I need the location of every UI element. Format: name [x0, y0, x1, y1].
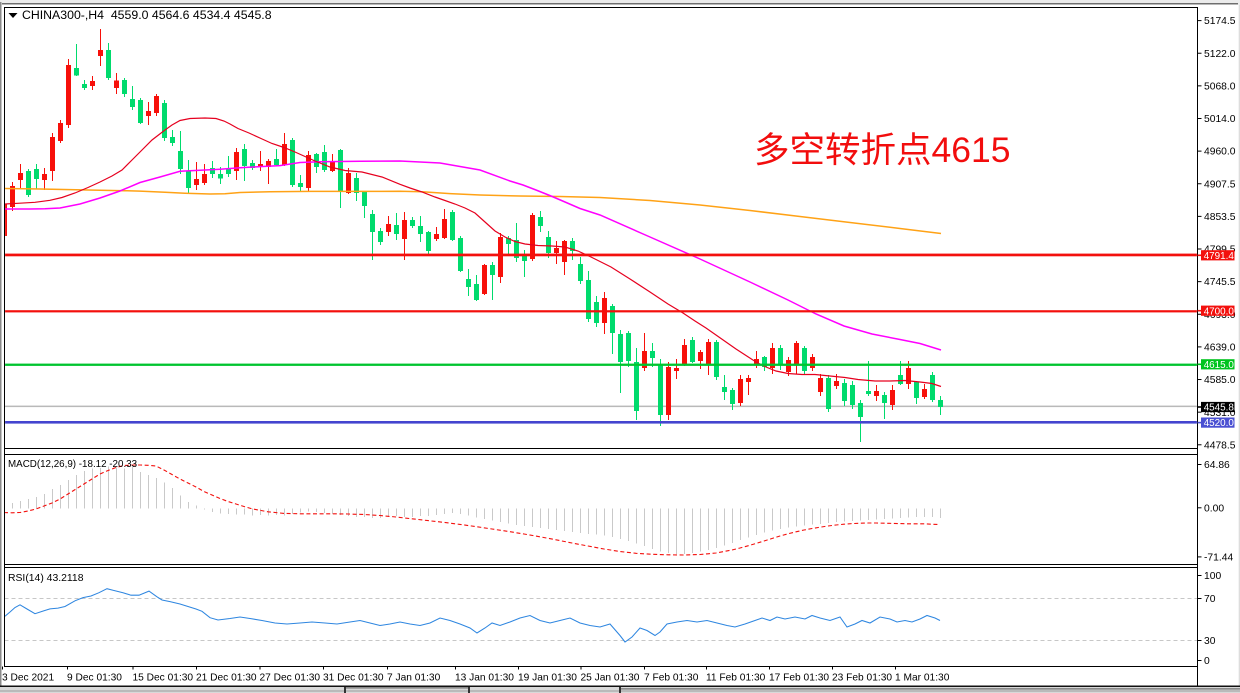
svg-text:4745.5: 4745.5 — [1204, 277, 1236, 288]
svg-text:5068.0: 5068.0 — [1204, 81, 1236, 92]
svg-text:4615.0: 4615.0 — [1204, 360, 1235, 371]
svg-text:4545.8: 4545.8 — [1204, 403, 1235, 414]
svg-text:MACD(12,26,9) -18.12 -20.33: MACD(12,26,9) -18.12 -20.33 — [8, 459, 138, 470]
svg-text:5174.5: 5174.5 — [1204, 16, 1236, 27]
svg-text:CHINA300-,H4 4559.0 4564.6 45: CHINA300-,H4 4559.0 4564.6 4534.4 4545.8 — [22, 8, 272, 22]
svg-text:27 Dec 01:30: 27 Dec 01:30 — [260, 673, 321, 684]
svg-text:9 Dec 01:30: 9 Dec 01:30 — [67, 673, 122, 684]
svg-text:4853.5: 4853.5 — [1204, 212, 1236, 223]
svg-text:11 Feb 01:30: 11 Feb 01:30 — [706, 673, 766, 684]
svg-text:4907.5: 4907.5 — [1204, 179, 1236, 190]
svg-text:3 Dec 2021: 3 Dec 2021 — [2, 673, 54, 684]
svg-text:RSI(14) 43.2118: RSI(14) 43.2118 — [8, 573, 84, 584]
svg-text:25 Jan 01:30: 25 Jan 01:30 — [581, 673, 640, 684]
svg-text:4799.5: 4799.5 — [1204, 245, 1236, 256]
svg-text:5014.0: 5014.0 — [1204, 114, 1236, 125]
svg-text:1 Mar 01:30: 1 Mar 01:30 — [895, 673, 950, 684]
svg-text:21 Dec 01:30: 21 Dec 01:30 — [196, 673, 257, 684]
svg-text:7 Jan 01:30: 7 Jan 01:30 — [387, 673, 441, 684]
svg-text:4639.0: 4639.0 — [1204, 343, 1236, 354]
svg-text:4520.0: 4520.0 — [1204, 418, 1235, 429]
svg-text:17 Feb 01:30: 17 Feb 01:30 — [769, 673, 829, 684]
svg-text:4960.0: 4960.0 — [1204, 147, 1236, 158]
svg-text:23 Feb 01:30: 23 Feb 01:30 — [832, 673, 892, 684]
svg-text:4700.0: 4700.0 — [1204, 306, 1235, 317]
svg-text:4585.0: 4585.0 — [1204, 375, 1236, 386]
svg-text:13 Jan 01:30: 13 Jan 01:30 — [455, 673, 514, 684]
svg-text:0.00: 0.00 — [1204, 503, 1224, 514]
svg-text:5122.0: 5122.0 — [1204, 49, 1236, 60]
svg-text:-71.44: -71.44 — [1204, 553, 1233, 564]
svg-text:4478.5: 4478.5 — [1204, 440, 1236, 451]
svg-text:30: 30 — [1204, 636, 1216, 647]
svg-text:7 Feb 01:30: 7 Feb 01:30 — [644, 673, 699, 684]
svg-text:15 Dec 01:30: 15 Dec 01:30 — [133, 673, 194, 684]
svg-text:31 Dec 01:30: 31 Dec 01:30 — [323, 673, 384, 684]
svg-text:4791.4: 4791.4 — [1204, 251, 1235, 262]
svg-text:0: 0 — [1204, 656, 1210, 667]
svg-text:多空转折点4615: 多空转折点4615 — [754, 130, 1010, 170]
svg-text:70: 70 — [1204, 594, 1216, 605]
svg-text:19 Jan 01:30: 19 Jan 01:30 — [518, 673, 577, 684]
svg-text:100: 100 — [1204, 571, 1221, 582]
svg-text:64.86: 64.86 — [1204, 460, 1230, 471]
svg-text:4531.0: 4531.0 — [1204, 408, 1236, 419]
